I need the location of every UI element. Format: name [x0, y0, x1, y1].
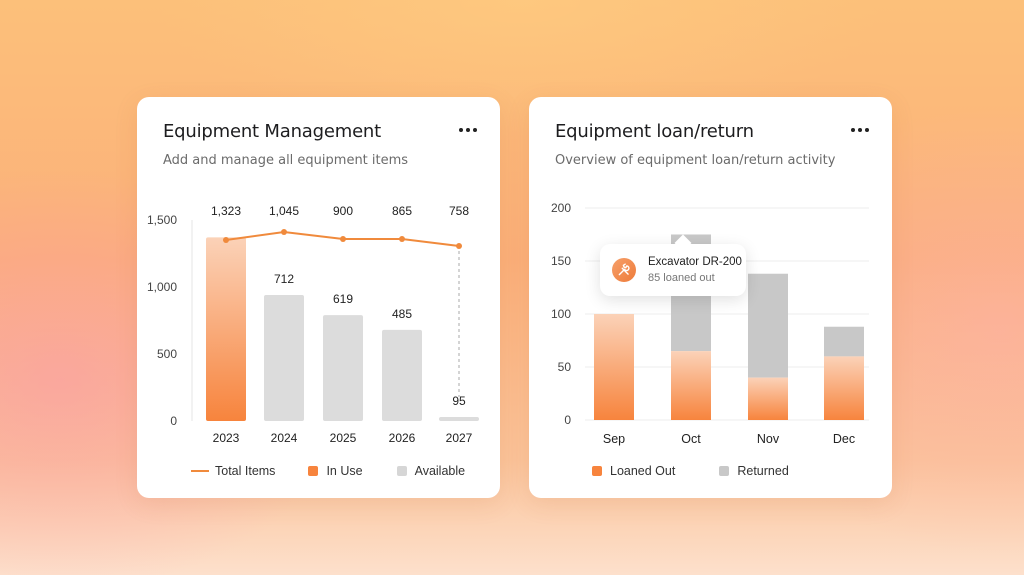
chart-legend: Loaned Out Returned [592, 464, 789, 478]
y-tick-label: 50 [558, 360, 572, 374]
total-items-label: 1,323 [211, 204, 241, 218]
x-tick-label: 2026 [389, 431, 416, 445]
line-swatch [191, 470, 209, 472]
bar-loaned-out [824, 356, 864, 420]
card-subtitle: Overview of equipment loan/return activi… [555, 153, 836, 168]
y-tick-label: 0 [170, 414, 177, 428]
x-tick-label: Dec [833, 432, 855, 446]
legend-returned[interactable]: Returned [719, 464, 789, 478]
bar-loaned-out [671, 351, 711, 420]
y-tick-label: 0 [564, 413, 571, 427]
y-tick-label: 1,000 [147, 280, 177, 294]
total-items-label: 900 [333, 204, 353, 218]
total-items-point [281, 229, 287, 235]
bar-in-use [206, 237, 246, 421]
bar-returned [824, 326, 864, 357]
bar-value-label: 619 [333, 292, 353, 306]
legend-loaned-out[interactable]: Loaned Out [592, 464, 675, 478]
swatch [719, 466, 730, 476]
legend-label: Loaned Out [610, 464, 676, 478]
total-items-point [340, 236, 346, 242]
legend-label: Available [414, 464, 466, 478]
legend-label: Total Items [215, 464, 276, 478]
legend-total-items[interactable]: Total Items [191, 464, 275, 478]
x-tick-label: Sep [603, 432, 625, 446]
x-tick-label: 2027 [446, 431, 473, 445]
card-title: Equipment Management [163, 121, 382, 142]
y-tick-label: 1,500 [147, 213, 177, 227]
bar-tooltip: Excavator DR-200 85 loaned out [600, 244, 746, 296]
tooltip-title: Excavator DR-200 [648, 256, 742, 268]
legend-in-use[interactable]: In Use [308, 464, 363, 478]
bar-available [264, 295, 304, 421]
y-tick-label: 100 [551, 307, 571, 321]
legend-label: In Use [326, 464, 363, 478]
menu-dot [473, 128, 477, 132]
swatch [396, 466, 407, 476]
wrench-icon [612, 258, 636, 282]
total-items-point [223, 237, 229, 243]
more-options-button[interactable] [846, 121, 874, 139]
card-title: Equipment loan/return [555, 121, 754, 142]
tooltip-subtitle: 85 loaned out [648, 272, 715, 284]
total-items-point [399, 236, 405, 242]
y-tick-label: 500 [157, 347, 177, 361]
equipment-loan-return-card: Equipment loan/return Overview of equipm… [529, 97, 892, 498]
legend-label: Returned [737, 464, 789, 478]
x-tick-label: 2024 [271, 431, 298, 445]
more-horizontal-icon [851, 128, 855, 132]
menu-dot [865, 128, 869, 132]
x-tick-label: Nov [757, 432, 780, 446]
total-items-label: 865 [392, 204, 412, 218]
chart-legend: Total Items In Use Available [191, 464, 465, 478]
legend-available[interactable]: Available [396, 464, 466, 478]
more-horizontal-icon [459, 128, 463, 132]
bar-value-label: 95 [452, 394, 466, 408]
bar-value-label: 712 [274, 272, 294, 286]
bar-returned [748, 273, 788, 378]
bar-available [382, 329, 422, 421]
equipment-management-card: Equipment Management Add and manage all … [137, 97, 500, 498]
x-tick-label: Oct [681, 432, 701, 446]
bar-available [439, 416, 479, 421]
total-items-label: 1,045 [269, 204, 299, 218]
total-items-point [456, 243, 462, 249]
total-items-label: 758 [449, 204, 469, 218]
x-tick-label: 2025 [330, 431, 357, 445]
y-tick-label: 150 [551, 254, 571, 268]
swatch [308, 466, 319, 476]
menu-dot [466, 128, 470, 132]
bar-loaned-out [748, 377, 788, 420]
bar-value-label: 485 [392, 307, 412, 321]
bar-available [323, 315, 363, 421]
bar-loaned-out [594, 314, 634, 420]
y-tick-label: 200 [551, 201, 571, 215]
swatch [592, 466, 602, 476]
more-options-button[interactable] [454, 121, 482, 139]
x-tick-label: 2023 [213, 431, 240, 445]
equipment-bar-chart: 0 500 1,000 1,500 2023 712 2024 619 2025 485 2026 9… [147, 204, 479, 445]
menu-dot [858, 128, 862, 132]
card-subtitle: Add and manage all equipment items [163, 153, 409, 168]
